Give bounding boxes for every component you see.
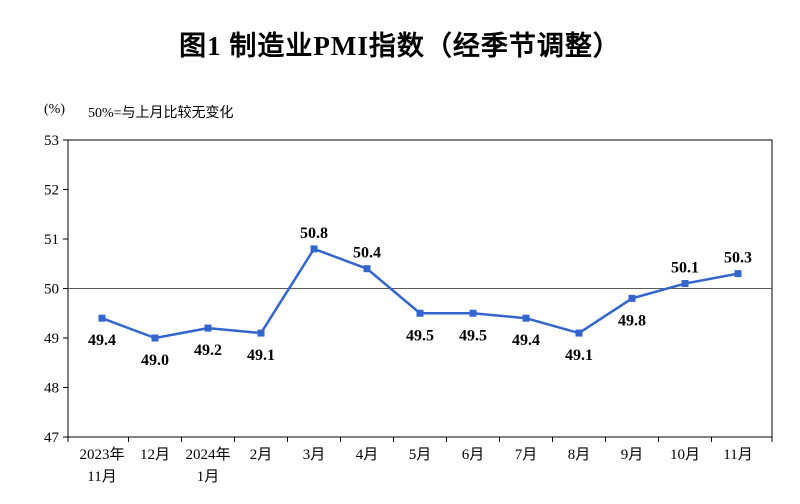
data-point-marker [522,314,530,322]
data-point-marker [310,245,318,253]
data-point-label: 50.1 [671,260,699,277]
x-tick-label: 12月 [140,447,170,463]
y-tick-label: 53 [44,133,59,149]
y-tick-label: 47 [44,430,60,446]
axis-note-row: (%) 50%=与上月比较无变化 [0,102,800,122]
x-tick-label: 2月 [250,447,273,463]
x-tick-label: 2024年 [185,446,230,463]
data-point-label: 50.3 [724,250,752,267]
data-point-marker [416,309,424,317]
data-point-label: 49.1 [565,347,593,364]
data-point-marker [151,334,159,342]
y-tick-label: 48 [44,381,59,397]
data-point-label: 49.1 [247,347,275,364]
chart-title: 图1 制造业PMI指数（经季节调整） [179,31,621,61]
data-point-marker [204,324,212,332]
x-tick-label: 1月 [197,469,220,485]
data-point-marker [575,329,583,337]
y-tick-label: 52 [44,183,59,199]
reference-note: 50%=与上月比较无变化 [88,106,234,121]
data-point-marker [257,329,265,337]
data-point-label: 49.5 [459,327,487,344]
data-point-label: 50.8 [300,225,328,242]
x-tick-label: 3月 [303,447,326,463]
x-tick-label: 4月 [356,447,379,463]
y-tick-label: 49 [44,331,59,347]
x-tick-label: 5月 [409,447,432,463]
data-point-label: 50.4 [353,245,381,262]
data-point-label: 49.5 [406,327,434,344]
data-point-label: 49.4 [512,332,540,349]
data-point-label: 49.8 [618,312,646,329]
x-tick-label: 7月 [515,447,538,463]
data-point-label: 49.0 [141,352,169,369]
y-tick-label: 50 [44,282,59,298]
y-tick-label: 51 [44,232,59,248]
data-point-marker [734,270,742,278]
data-point-marker [98,314,106,322]
data-point-label: 49.4 [88,332,116,349]
x-tick-label: 11月 [87,469,116,485]
data-point-marker [628,294,636,302]
x-tick-label: 11月 [723,447,752,463]
y-axis-unit-label: (%) [44,102,65,117]
x-tick-label: 2023年 [79,446,124,463]
x-tick-label: 8月 [568,447,591,463]
x-tick-label: 10月 [670,447,700,463]
data-point-marker [681,280,689,288]
data-point-marker [363,265,371,273]
data-point-label: 49.2 [194,342,222,359]
data-point-marker [469,309,477,317]
x-tick-label: 9月 [621,447,644,463]
x-tick-label: 6月 [462,447,485,463]
